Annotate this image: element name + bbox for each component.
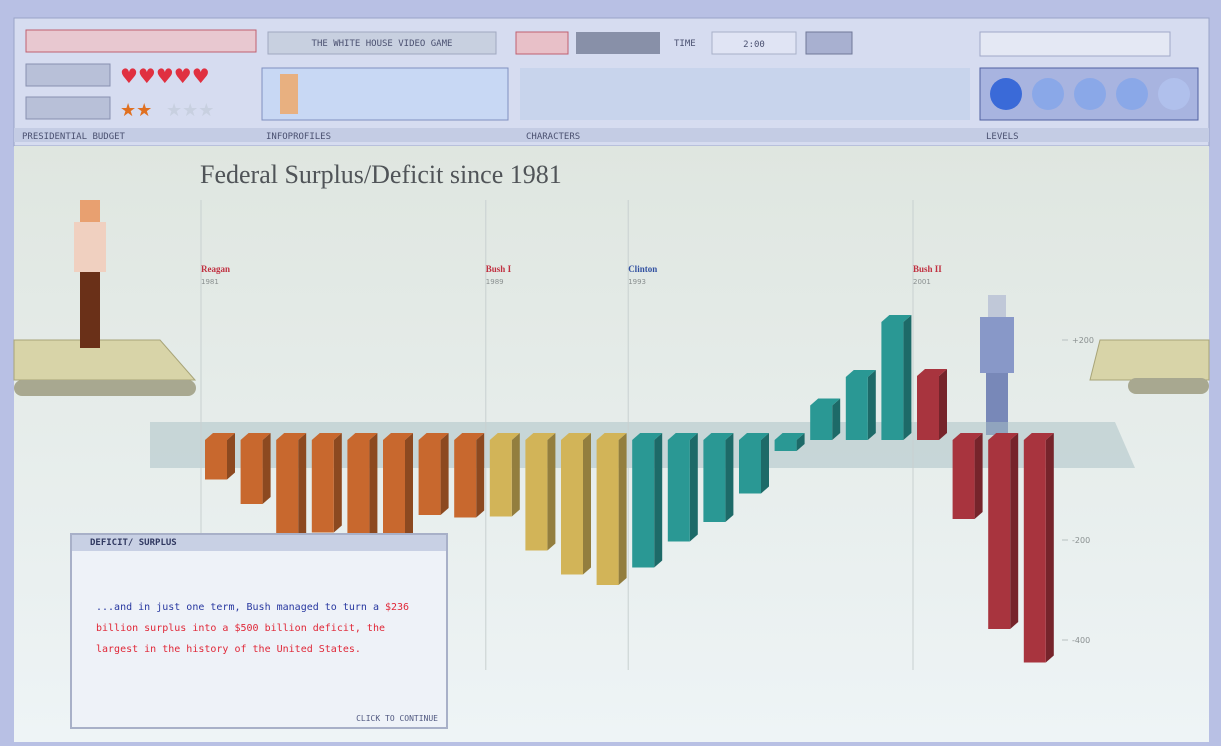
time-label: TIME	[674, 39, 696, 49]
dialog-body: ...and in just one term, Bush managed to…	[96, 597, 426, 660]
bar	[454, 440, 476, 518]
reload-button[interactable]	[516, 32, 568, 54]
bar	[419, 440, 441, 515]
bar	[561, 440, 583, 575]
continue-button[interactable]: CLICK TO CONTINUE	[356, 714, 438, 723]
bar-side	[868, 370, 876, 440]
bar	[881, 322, 903, 440]
bar-side	[227, 433, 235, 480]
bar-side	[619, 433, 627, 585]
bar	[703, 440, 725, 522]
bar-side	[761, 433, 769, 494]
bar-side	[369, 433, 377, 546]
timer: 2:00	[743, 40, 765, 50]
bar	[490, 440, 512, 517]
dialog-title: DEFICIT/ SURPLUS	[72, 535, 446, 551]
character-slots[interactable]	[520, 68, 970, 120]
speed-button[interactable]	[576, 32, 660, 54]
bar	[241, 440, 263, 504]
dialog-text: ...and in just one term, Bush managed to…	[96, 602, 385, 613]
bar	[205, 440, 227, 480]
bar-side	[903, 315, 911, 440]
bar-side	[1046, 433, 1054, 663]
bar	[739, 440, 761, 494]
bar-side	[939, 369, 947, 440]
bar	[668, 440, 690, 542]
bar-side	[975, 433, 983, 519]
panel-label: LEVELS	[986, 132, 1019, 142]
bar	[988, 440, 1010, 629]
era-name: Clinton	[628, 264, 657, 274]
era-name: Reagan	[201, 264, 230, 274]
svg-text:★★: ★★	[120, 100, 152, 121]
chart-title: Federal Surplus/Deficit since 1981	[200, 160, 562, 189]
bar	[1024, 440, 1046, 663]
profile-avatar	[280, 74, 298, 114]
bar-side	[547, 433, 555, 551]
banner-text: THE WHITE HOUSE VIDEO GAME	[312, 39, 453, 49]
bar-side	[476, 433, 484, 518]
bar-side	[583, 433, 591, 575]
bar	[312, 440, 334, 533]
bar-side	[441, 433, 449, 515]
panel-label: CHARACTERS	[526, 132, 580, 142]
brand	[980, 32, 1170, 56]
dialog[interactable]: DEFICIT/ SURPLUS ...and in just one term…	[70, 533, 448, 729]
panel-bar	[14, 128, 1209, 142]
era-year: 1989	[486, 278, 504, 286]
bar	[276, 440, 298, 544]
era-year: 1993	[628, 278, 646, 286]
bar	[846, 377, 868, 440]
bar-side	[334, 433, 342, 533]
bar-side	[512, 433, 520, 517]
bar-side	[690, 433, 698, 542]
y-tick-label: -400	[1072, 636, 1090, 645]
bar	[953, 440, 975, 519]
bar-side	[832, 399, 840, 441]
bar-side	[725, 433, 733, 522]
panel-label: INFOPROFILES	[266, 132, 331, 142]
bar	[525, 440, 547, 551]
era-year: 2001	[913, 278, 931, 286]
panel-label: PRESIDENTIAL BUDGET	[22, 132, 126, 142]
svg-text:♥♥♥♥♥: ♥♥♥♥♥	[120, 64, 210, 88]
bar	[810, 406, 832, 441]
bar-side	[1010, 433, 1018, 629]
y-tick-label: +200	[1072, 336, 1094, 345]
bar	[597, 440, 619, 585]
bar-side	[263, 433, 271, 504]
svg-text:★★★: ★★★	[166, 100, 214, 121]
bar	[917, 376, 939, 440]
level-buttons[interactable]	[980, 68, 1198, 120]
game-screen: ♥♥♥♥♥ ★★★★★ THE WHITE HOUSE VIDEO GAME T…	[0, 0, 1221, 746]
era-name: Bush II	[913, 264, 942, 274]
y-tick-label: -200	[1072, 536, 1090, 545]
volume[interactable]	[806, 32, 852, 54]
bar-side	[298, 433, 306, 544]
profile-card[interactable]	[262, 68, 508, 120]
bar	[347, 440, 369, 546]
bar-side	[654, 433, 662, 568]
bar	[775, 440, 797, 451]
bar	[632, 440, 654, 568]
era-year: 1981	[201, 278, 219, 286]
era-name: Bush I	[486, 264, 512, 274]
